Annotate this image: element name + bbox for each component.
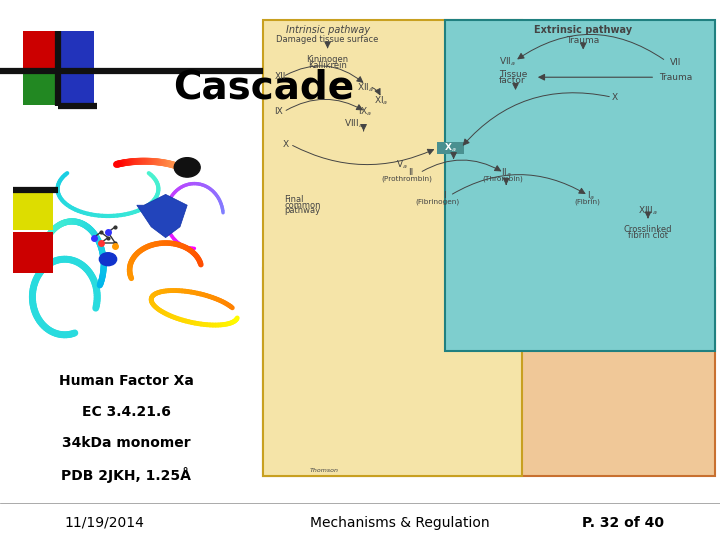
- Text: VIII$_a$: VIII$_a$: [344, 117, 364, 130]
- Text: Final: Final: [284, 195, 304, 204]
- Text: Extrinsic pathway: Extrinsic pathway: [534, 25, 632, 35]
- Text: Human Factor Xa: Human Factor Xa: [58, 374, 194, 388]
- Bar: [14, 86, 266, 367]
- Text: P. 32 of 40: P. 32 of 40: [582, 516, 664, 530]
- Text: I: I: [443, 191, 446, 200]
- Text: Intrinsic pathway: Intrinsic pathway: [286, 25, 369, 35]
- Text: II: II: [408, 168, 413, 177]
- Text: fibrin clot: fibrin clot: [628, 231, 668, 240]
- Text: XI$_a$: XI$_a$: [374, 94, 389, 107]
- Text: VII$_a$: VII$_a$: [499, 56, 516, 69]
- Text: (Prothrombin): (Prothrombin): [382, 176, 432, 182]
- Bar: [23, 31, 58, 68]
- Text: factor: factor: [499, 76, 526, 85]
- Text: VII: VII: [670, 58, 681, 66]
- Text: IX$_a$: IX$_a$: [358, 105, 372, 118]
- Bar: [23, 70, 58, 105]
- Text: Tissue: Tissue: [499, 70, 527, 79]
- Circle shape: [99, 253, 117, 266]
- Text: (Thrombin): (Thrombin): [482, 176, 523, 182]
- Bar: [445, 20, 715, 351]
- Text: Kallikrein: Kallikrein: [308, 62, 347, 70]
- Text: Kininogen: Kininogen: [307, 55, 348, 64]
- Bar: [437, 142, 464, 154]
- Bar: [59, 70, 94, 105]
- Bar: [13, 189, 53, 230]
- Text: 11/19/2014: 11/19/2014: [65, 516, 144, 530]
- Bar: [263, 268, 715, 476]
- Text: (Fibrin): (Fibrin): [575, 198, 600, 205]
- Bar: [13, 232, 53, 273]
- Text: X: X: [612, 93, 618, 102]
- Text: V$_a$: V$_a$: [396, 158, 408, 171]
- Text: XII$_a$: XII$_a$: [357, 81, 374, 94]
- Text: Trauma: Trauma: [659, 73, 692, 82]
- Bar: [263, 20, 522, 476]
- Text: XIII$_a$: XIII$_a$: [638, 204, 658, 217]
- Text: X$_a$: X$_a$: [444, 141, 457, 154]
- Text: Cascade: Cascade: [173, 69, 354, 106]
- Text: I$_a$: I$_a$: [587, 189, 595, 202]
- Text: Trauma: Trauma: [567, 36, 600, 45]
- Text: Damaged tissue surface: Damaged tissue surface: [276, 36, 379, 44]
- Text: Crosslinked: Crosslinked: [624, 225, 672, 234]
- Text: PDB 2JKH, 1.25Å: PDB 2JKH, 1.25Å: [61, 467, 191, 483]
- Text: II$_a$: II$_a$: [500, 166, 512, 179]
- Text: XII: XII: [274, 72, 286, 81]
- Text: (Fibrinogen): (Fibrinogen): [415, 198, 459, 205]
- Text: pathway: pathway: [284, 206, 320, 215]
- Polygon shape: [137, 194, 187, 238]
- Text: Thomson: Thomson: [310, 468, 338, 474]
- Bar: [59, 31, 94, 68]
- Text: Mechanisms & Regulation: Mechanisms & Regulation: [310, 516, 490, 530]
- Text: common: common: [284, 201, 321, 210]
- Circle shape: [174, 158, 200, 177]
- Text: EC 3.4.21.6: EC 3.4.21.6: [81, 405, 171, 419]
- Text: X: X: [283, 140, 289, 149]
- Text: 34kDa monomer: 34kDa monomer: [62, 436, 190, 450]
- Text: IX: IX: [274, 107, 283, 116]
